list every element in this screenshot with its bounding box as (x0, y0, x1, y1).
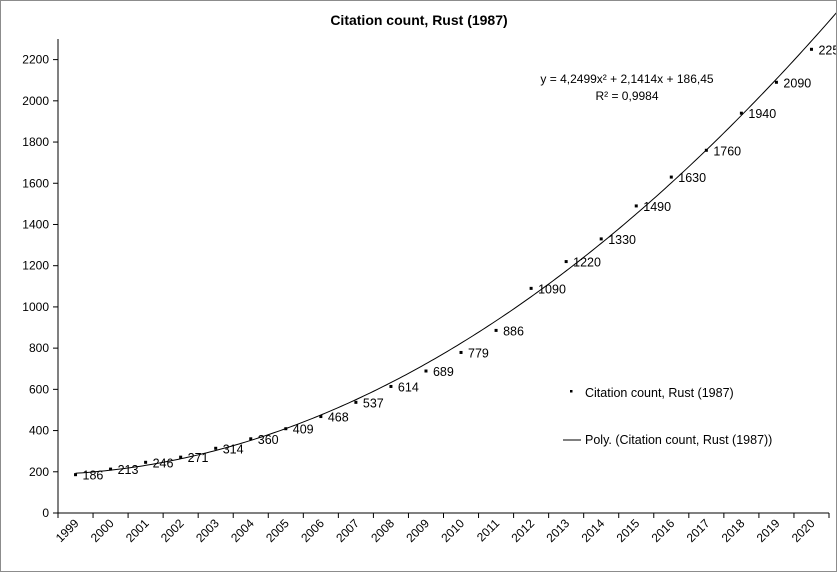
data-point (389, 384, 393, 388)
data-point (739, 111, 743, 115)
y-tick-label: 2000 (22, 94, 49, 108)
data-label: 271 (188, 451, 209, 465)
x-tick-label: 2011 (474, 516, 502, 544)
data-point (704, 148, 708, 152)
y-tick-label: 600 (29, 382, 49, 396)
x-tick-label: 1999 (53, 516, 82, 545)
data-label: 1330 (608, 233, 636, 247)
data-point (354, 400, 358, 404)
y-tick-label: 800 (29, 341, 49, 355)
data-label: 689 (433, 365, 454, 379)
y-tick-label: 1000 (22, 300, 49, 314)
x-tick-label: 2005 (263, 516, 292, 545)
data-point (564, 260, 568, 264)
data-point (74, 473, 78, 477)
x-tick-label: 2002 (158, 516, 187, 545)
trendline-curve (75, 12, 836, 474)
axes: 0 200 400 600 800 1000 1200 1400 1600 1800 2000 220… (22, 39, 830, 545)
data-point (634, 204, 638, 208)
x-tick-label: 2003 (193, 516, 222, 545)
trendline-r-squared: R² = 0,9984 (595, 89, 658, 103)
y-tick-label: 200 (29, 465, 49, 479)
data-point (284, 427, 288, 431)
x-tick-label: 2020 (789, 516, 818, 545)
x-tick-label: 2017 (684, 516, 713, 545)
x-tick-label: 2006 (298, 516, 327, 545)
y-tick-label: 1600 (22, 176, 49, 190)
y-tick-label: 1800 (22, 135, 49, 149)
x-tick-label: 2004 (228, 516, 257, 545)
x-tick-label: 2016 (649, 516, 678, 545)
data-point (459, 350, 463, 354)
x-tick-label: 2009 (403, 516, 432, 545)
data-point (669, 175, 673, 179)
data-point (599, 237, 603, 241)
data-label: 360 (258, 433, 279, 447)
data-label: 2090 (783, 76, 811, 90)
x-tick-label: 2019 (754, 516, 783, 545)
data-point (809, 47, 813, 51)
data-label: 314 (223, 442, 244, 456)
x-tick-label: 2007 (333, 516, 362, 545)
data-label: 213 (118, 463, 139, 477)
y-tick-label: 1400 (22, 217, 49, 231)
data-label: 186 (83, 469, 104, 483)
data-label: 468 (328, 411, 349, 425)
x-tick-label: 2018 (719, 516, 748, 545)
legend-entry-markers: Citation count, Rust (1987) (570, 386, 734, 400)
x-tick-label: 2015 (614, 516, 643, 545)
data-label: 537 (363, 396, 384, 410)
legend-label-series: Citation count, Rust (1987) (585, 386, 734, 400)
data-label: 1090 (538, 282, 566, 296)
data-point (109, 467, 113, 471)
trendline-layer (75, 12, 836, 474)
legend: Citation count, Rust (1987) Poly. (Citat… (563, 386, 772, 447)
data-label: 2250 (818, 43, 836, 57)
data-point (179, 455, 183, 459)
data-point (494, 328, 498, 332)
data-labels: 186 213 246 271 314 360 409 468 537 614 689 779 886 1… (83, 43, 836, 482)
data-label: 614 (398, 380, 419, 394)
legend-marker-swatch (570, 390, 573, 393)
legend-entry-trendline: Poly. (Citation count, Rust (1987)) (563, 433, 772, 447)
trendline-equation: y = 4,2499x² + 2,1414x + 186,45 (540, 72, 713, 86)
y-tick-label: 400 (29, 424, 49, 438)
y-tick-label: 0 (42, 506, 49, 520)
data-point (424, 369, 428, 373)
x-tick-label: 2000 (88, 516, 117, 545)
data-point (774, 80, 778, 84)
legend-label-trendline: Poly. (Citation count, Rust (1987)) (585, 433, 772, 447)
data-label: 1220 (573, 256, 601, 270)
chart-title: Citation count, Rust (1987) (330, 12, 507, 28)
y-tick-label: 2200 (22, 53, 49, 67)
x-tick-label: 2012 (508, 516, 537, 545)
data-point (529, 286, 533, 290)
data-label: 779 (468, 346, 489, 360)
data-label: 1940 (748, 107, 776, 121)
x-tick-label: 2014 (579, 516, 608, 545)
x-tick-label: 2001 (123, 516, 152, 545)
x-tick-label: 2010 (438, 516, 467, 545)
y-tick-label: 1200 (22, 259, 49, 273)
data-label: 409 (293, 423, 314, 437)
x-tick-label: 2008 (368, 516, 397, 545)
data-point (249, 437, 253, 441)
data-point (214, 446, 218, 450)
data-label: 1630 (678, 171, 706, 185)
x-tick-label: 2013 (543, 516, 572, 545)
data-point (144, 460, 148, 464)
data-point (319, 415, 323, 419)
data-label: 1760 (713, 144, 741, 158)
data-points (74, 47, 813, 477)
data-label: 246 (153, 456, 174, 470)
data-label: 886 (503, 324, 524, 338)
data-label: 1490 (643, 200, 671, 214)
